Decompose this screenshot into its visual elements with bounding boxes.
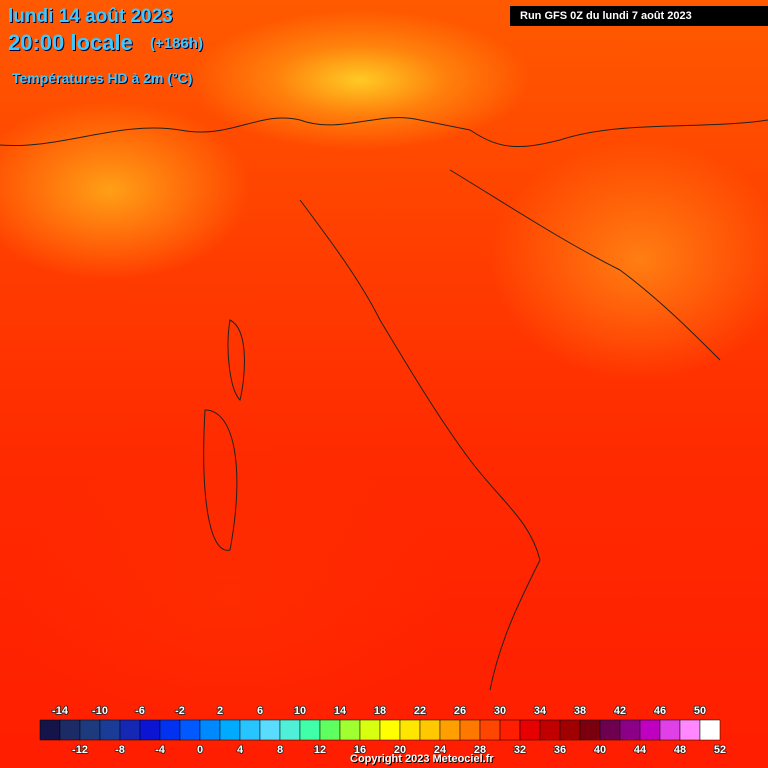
legend-label: 44 — [634, 744, 647, 756]
legend-label: 30 — [494, 705, 506, 717]
legend-swatch — [559, 719, 581, 741]
legend-label: 36 — [554, 744, 566, 756]
legend-label: 16 — [354, 744, 366, 756]
legend-swatch — [539, 719, 561, 741]
legend-swatch — [499, 719, 521, 741]
legend-label: 50 — [694, 705, 706, 717]
legend-swatch — [259, 719, 281, 741]
legend-swatch — [579, 719, 601, 741]
legend-swatch — [519, 719, 541, 741]
time-title: 20:00 locale — [8, 30, 133, 55]
legend-label: 38 — [574, 705, 586, 717]
legend-label: 18 — [374, 705, 386, 717]
legend-swatch — [659, 719, 681, 741]
legend-label: 46 — [654, 705, 666, 717]
date-title: lundi 14 août 2023 — [8, 6, 173, 27]
legend-label: 28 — [474, 744, 486, 756]
legend-label: -4 — [155, 744, 166, 756]
legend-label: 52 — [714, 744, 726, 756]
legend-label: -14 — [52, 705, 69, 717]
run-info: Run GFS 0Z du lundi 7 août 2023 — [510, 6, 768, 26]
island-outline — [203, 319, 245, 551]
legend-label: 34 — [534, 705, 547, 717]
legend-label: 42 — [614, 705, 626, 717]
legend-label: -8 — [115, 744, 125, 756]
legend-swatch — [39, 719, 61, 741]
legend-label: 4 — [237, 744, 244, 756]
border-line — [0, 117, 768, 148]
legend-label: 8 — [277, 744, 283, 756]
legend-label: 14 — [334, 705, 347, 717]
legend-swatch — [199, 719, 221, 741]
legend-swatch — [139, 719, 161, 741]
legend-label: 48 — [674, 744, 686, 756]
legend-label: 32 — [514, 744, 526, 756]
legend-label: 0 — [197, 744, 203, 756]
legend-swatch — [359, 719, 381, 741]
lead-time: (+186h) — [150, 35, 203, 52]
legend-label: 20 — [394, 744, 406, 756]
legend-swatch — [119, 719, 141, 741]
legend-swatch — [439, 719, 461, 741]
legend-swatch — [59, 719, 81, 741]
coastline — [299, 199, 541, 691]
legend-swatch — [299, 719, 321, 741]
legend-swatch — [179, 719, 201, 741]
legend-swatch — [379, 719, 401, 741]
legend-swatch — [239, 719, 261, 741]
legend-swatch — [319, 719, 341, 741]
legend-swatch — [99, 719, 121, 741]
legend-swatch — [479, 719, 501, 741]
legend-swatch — [339, 719, 361, 741]
legend-swatch — [159, 719, 181, 741]
legend-label: -2 — [175, 705, 185, 717]
legend-label: 26 — [454, 705, 466, 717]
coastline — [449, 169, 721, 361]
legend-swatch — [599, 719, 621, 741]
copyright: Copyright 2023 Meteociel.fr — [350, 753, 494, 765]
legend-label: 2 — [217, 705, 223, 717]
legend-label: 24 — [434, 744, 447, 756]
legend-swatch — [639, 719, 661, 741]
legend-swatch — [699, 719, 721, 741]
legend-label: 40 — [594, 744, 606, 756]
legend-swatch — [219, 719, 241, 741]
legend-label: -10 — [92, 705, 108, 717]
legend-label: -12 — [72, 744, 88, 756]
legend-swatch — [459, 719, 481, 741]
legend-swatch — [79, 719, 101, 741]
legend-label: 6 — [257, 705, 263, 717]
legend-label: -6 — [135, 705, 145, 717]
legend-label: 10 — [294, 705, 306, 717]
variable-title: Températures HD à 2m (°C) — [12, 70, 193, 86]
legend-swatch — [679, 719, 701, 741]
legend-label: 22 — [414, 705, 426, 717]
legend-swatch — [279, 719, 301, 741]
legend-label: 12 — [314, 744, 326, 756]
legend-swatch — [399, 719, 421, 741]
legend: -14 -10 -6 -2 2 6 10 14 18 22 26 30 34 38 42 46 50-12 -8-… — [39, 704, 727, 757]
legend-swatch — [419, 719, 441, 741]
legend-swatch — [619, 719, 641, 741]
